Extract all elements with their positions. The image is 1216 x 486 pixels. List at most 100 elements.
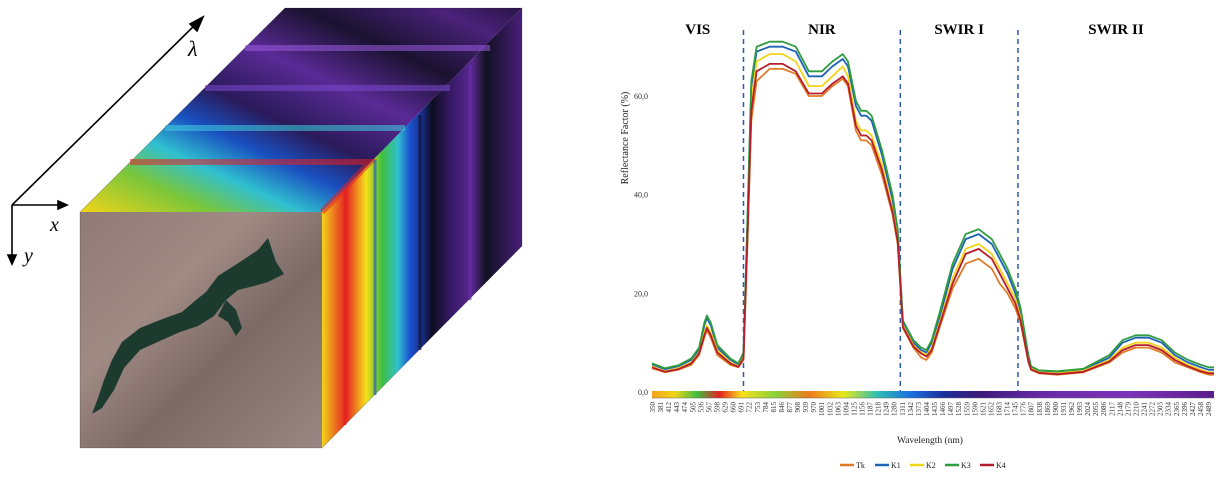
y-axis-ticks: 0,0 20,0 40,0 60,0 <box>634 92 648 397</box>
region-boundaries <box>742 30 1019 392</box>
series-line-k3 <box>651 40 1214 373</box>
cube-top-bands <box>130 45 490 215</box>
region-labels: VIS NIR SWIR I SWIR II <box>685 22 1144 38</box>
x-tick-label: 2489 <box>1205 402 1213 417</box>
cube-outline <box>79 7 523 449</box>
x-tick-label: 1900 <box>1052 402 1060 417</box>
legend-label-k1: K1 <box>891 461 901 470</box>
x-tick-label: 2303 <box>1157 402 1165 417</box>
x-tick-label: 2210 <box>1133 402 1141 417</box>
cube-front-face <box>80 212 322 448</box>
x-tick-label: 1063 <box>834 401 842 416</box>
x-tick-label: 2427 <box>1189 402 1197 417</box>
x-tick-label: 2272 <box>1149 402 1157 417</box>
x-tick-label: 1187 <box>867 402 875 416</box>
x-tick-label: 1373 <box>915 401 923 416</box>
axis-x-label: x <box>49 214 59 236</box>
series-line-tk <box>651 68 1214 376</box>
x-tick-label: 2148 <box>1116 402 1124 417</box>
y-arrowhead <box>6 254 18 266</box>
lambda-arrowhead <box>188 15 205 33</box>
x-arrowhead <box>57 199 69 211</box>
x-tick-label: 1001 <box>818 401 826 416</box>
x-tick-label: 784 <box>762 401 770 412</box>
x-tick-label: 2396 <box>1181 401 1189 416</box>
x-tick-label: 1869 <box>1044 401 1052 416</box>
y-tick-label: 0,0 <box>638 388 648 397</box>
x-tick-label: 1559 <box>963 402 971 417</box>
x-axis-ticks: 350 381 412 443 474 505 536 567 598 629 660 691 722 7… <box>649 401 1213 416</box>
cube-axes <box>6 15 205 266</box>
x-tick-label: 1776 <box>1020 402 1028 417</box>
x-axis-title: Wavelength (nm) <box>897 435 963 446</box>
cube-side-bands <box>343 65 472 425</box>
legend-label-tk: Tk <box>856 461 865 470</box>
x-tick-label: 2365 <box>1173 402 1181 417</box>
series-line-k1 <box>651 45 1214 374</box>
x-tick-label: 1156 <box>859 402 867 416</box>
x-tick-label: 2086 <box>1100 401 1108 416</box>
x-tick-label: 1962 <box>1068 401 1076 416</box>
y-tick-label: 20,0 <box>634 289 648 298</box>
legend: Tk K1 K2 K3 K4 <box>840 461 1006 470</box>
x-tick-label: 815 <box>770 402 778 413</box>
x-tick-label: 350 <box>649 402 657 413</box>
y-axis-title: Reflectance Factor (%) <box>620 92 631 185</box>
hypercube <box>79 7 523 449</box>
x-tick-label: 846 <box>778 401 786 412</box>
x-tick-label: 1714 <box>1004 402 1012 417</box>
axis-lambda-label: λ <box>187 36 198 61</box>
spectral-chart: VIS NIR SWIR I SWIR II 0,0 20,0 40,0 60,0 Refl… <box>620 22 1214 470</box>
x-tick-label: 1652 <box>987 401 995 416</box>
x-tick-label: 1435 <box>931 401 939 416</box>
legend-label-k2: K2 <box>926 461 936 470</box>
x-tick-label: 1745 <box>1012 401 1020 416</box>
x-tick-label: 1218 <box>875 401 883 416</box>
x-tick-label: 2458 <box>1197 401 1205 416</box>
x-tick-label: 1621 <box>979 402 987 417</box>
x-tick-label: 1590 <box>971 401 979 416</box>
x-tick-label: 443 <box>673 402 681 413</box>
cube-side-face <box>322 8 522 448</box>
region-label-vis: VIS <box>685 22 710 38</box>
x-tick-label: 660 <box>730 402 738 413</box>
x-tick-label: 1838 <box>1036 402 1044 417</box>
x-tick-label: 598 <box>714 402 722 413</box>
x-tick-label: 629 <box>722 401 730 412</box>
spectrum-color-bar <box>652 391 1214 398</box>
lambda-axis <box>11 19 201 206</box>
x-tick-label: 536 <box>697 401 705 412</box>
x-tick-label: 2024 <box>1084 401 1092 416</box>
x-tick-label: 877 <box>786 402 794 413</box>
x-tick-label: 1683 <box>996 402 1004 417</box>
legend-label-k3: K3 <box>961 461 971 470</box>
reservoir-branch <box>218 300 242 336</box>
x-tick-label: 1528 <box>955 401 963 416</box>
x-tick-label: 1094 <box>842 402 850 417</box>
x-tick-label: 2179 <box>1124 401 1132 416</box>
y-tick-label: 60,0 <box>634 92 648 101</box>
x-tick-label: 1342 <box>907 402 915 417</box>
region-label-nir: NIR <box>808 22 836 38</box>
x-tick-label: 2117 <box>1108 402 1116 416</box>
x-tick-label: 1280 <box>891 401 899 416</box>
x-tick-label: 1931 <box>1060 402 1068 417</box>
x-tick-label: 567 <box>705 401 713 412</box>
region-label-swir-ii: SWIR II <box>1088 22 1144 38</box>
x-tick-label: 1807 <box>1028 401 1036 416</box>
x-tick-label: 1311 <box>899 402 907 416</box>
x-tick-label: 381 <box>657 402 665 413</box>
x-tick-label: 722 <box>746 402 754 413</box>
series-line-k2 <box>651 53 1214 375</box>
x-tick-label: 1032 <box>826 402 834 417</box>
x-tick-label: 412 <box>665 401 673 412</box>
x-tick-label: 474 <box>681 401 689 412</box>
reservoir-shape <box>92 238 284 414</box>
series-lines <box>651 40 1214 376</box>
legend-label-k4: K4 <box>996 461 1006 470</box>
x-tick-label: 753 <box>754 402 762 413</box>
x-tick-label: 908 <box>794 401 802 412</box>
x-tick-label: 691 <box>738 401 746 412</box>
